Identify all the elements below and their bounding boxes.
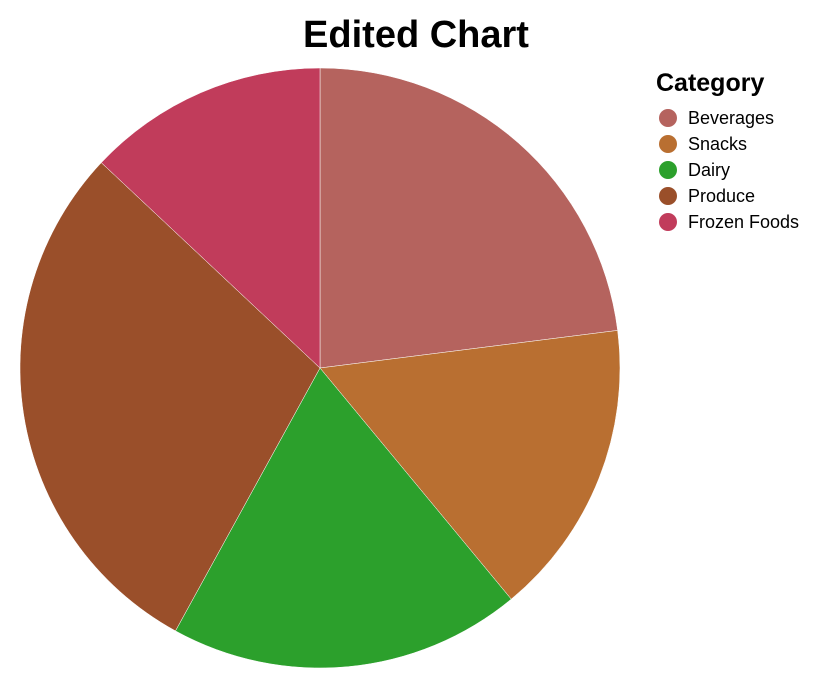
legend-label: Frozen Foods bbox=[688, 212, 799, 232]
pie-slices bbox=[19, 67, 621, 669]
pie-slice-beverages bbox=[319, 67, 618, 369]
legend-swatch bbox=[659, 213, 677, 231]
legend-title: Category bbox=[656, 69, 764, 97]
legend-swatch bbox=[659, 135, 677, 153]
pie-slice-snacks bbox=[319, 330, 621, 600]
legend-label: Produce bbox=[688, 186, 755, 206]
pie-slice-produce bbox=[19, 162, 321, 632]
legend-label: Snacks bbox=[688, 134, 747, 154]
legend: Category Beverages Snacks Dairy Produce Froz… bbox=[656, 69, 799, 232]
legend-item-frozen-foods: Frozen Foods bbox=[659, 212, 799, 232]
legend-label: Beverages bbox=[688, 108, 774, 128]
pie-slice-frozen-foods bbox=[100, 67, 321, 369]
legend-item-beverages: Beverages bbox=[659, 108, 774, 128]
legend-label: Dairy bbox=[688, 160, 730, 180]
legend-item-snacks: Snacks bbox=[659, 134, 747, 154]
legend-swatch bbox=[659, 161, 677, 179]
chart-title: Edited Chart bbox=[303, 14, 529, 56]
legend-item-produce: Produce bbox=[659, 186, 755, 206]
legend-swatch bbox=[659, 187, 677, 205]
legend-item-dairy: Dairy bbox=[659, 160, 730, 180]
legend-swatch bbox=[659, 109, 677, 127]
pie-slice-dairy bbox=[175, 367, 512, 669]
